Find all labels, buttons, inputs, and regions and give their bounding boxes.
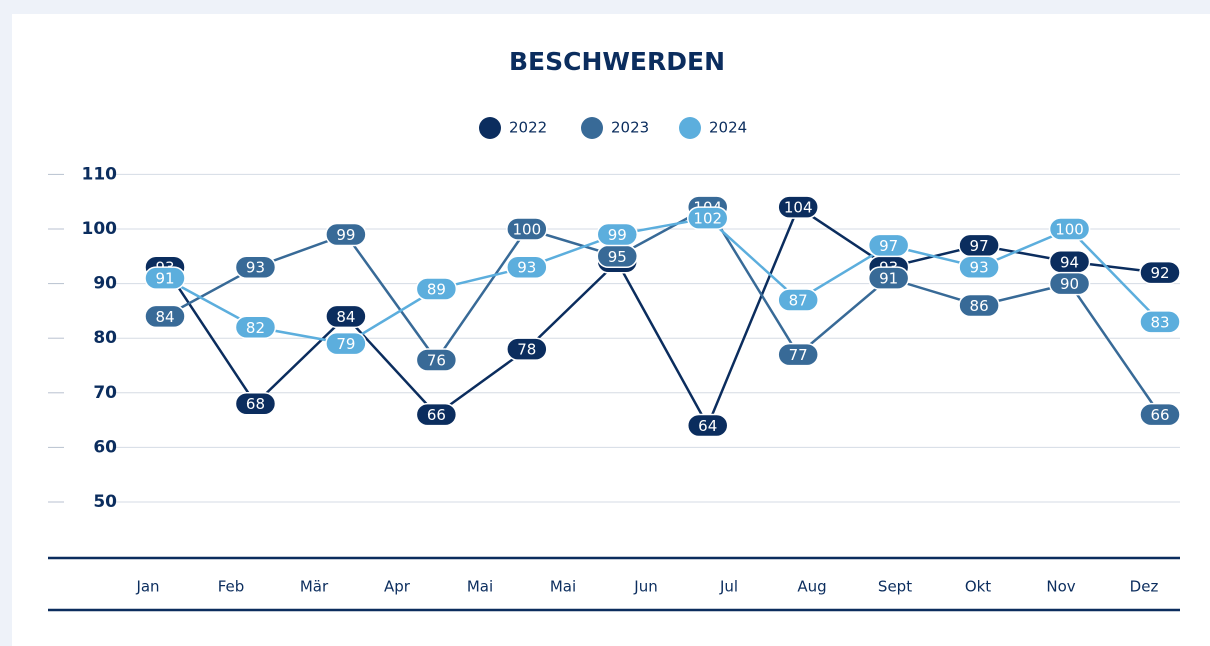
legend-label: 2023 (611, 119, 649, 137)
legend-label: 2024 (709, 119, 747, 137)
x-tick-label: Jan (135, 578, 159, 596)
data-point (234, 315, 277, 340)
legend-marker (581, 117, 603, 139)
data-label: 90 (1060, 275, 1079, 293)
data-point (234, 391, 277, 416)
data-label: 91 (155, 270, 174, 288)
y-tick-label: 110 (82, 164, 118, 184)
chart-title: BESCHWERDEN (509, 47, 725, 76)
data-point (415, 348, 458, 372)
x-tick-label: Okt (965, 578, 991, 596)
data-label: 97 (879, 237, 898, 255)
data-point (777, 195, 819, 219)
data-point (506, 217, 548, 241)
data-point (867, 233, 910, 258)
data-label: 92 (1150, 264, 1169, 282)
data-label: 84 (155, 308, 174, 326)
data-label: 93 (970, 259, 989, 277)
data-label: 87 (789, 291, 808, 309)
data-label: 84 (336, 308, 355, 326)
data-label: 104 (784, 199, 813, 217)
data-label: 94 (1060, 253, 1079, 271)
data-label: 79 (336, 335, 355, 353)
x-tick-label: Mai (467, 578, 493, 596)
data-point (686, 206, 729, 230)
data-point (777, 342, 819, 367)
y-tick-label: 90 (93, 274, 117, 294)
data-point (1139, 402, 1181, 427)
data-label: 102 (693, 210, 722, 228)
x-tick-label: Nov (1046, 578, 1075, 596)
data-label: 89 (427, 281, 446, 299)
data-label: 66 (427, 406, 446, 424)
data-point (234, 255, 277, 279)
data-label: 78 (517, 341, 536, 359)
y-tick-label: 50 (93, 492, 117, 512)
x-tick-label: Dez (1130, 578, 1159, 596)
data-label: 100 (512, 221, 541, 239)
data-label: 77 (789, 346, 808, 364)
data-point (686, 413, 729, 438)
legend-marker (479, 117, 501, 139)
data-label: 66 (1150, 406, 1169, 424)
data-point (325, 331, 367, 356)
y-tick-label: 80 (93, 328, 117, 348)
data-label: 86 (970, 297, 989, 315)
data-point (144, 266, 186, 290)
data-label: 93 (246, 259, 265, 277)
legend-label: 2022 (509, 119, 547, 137)
data-point (777, 288, 819, 312)
data-point (1048, 271, 1091, 296)
y-tick-label: 60 (93, 437, 117, 457)
data-point (1048, 217, 1091, 241)
x-tick-label: Jun (633, 578, 657, 596)
data-label: 91 (879, 270, 898, 288)
data-point (506, 255, 548, 279)
data-label: 68 (246, 395, 265, 413)
data-point (144, 304, 186, 329)
x-tick-label: Mär (300, 578, 329, 596)
data-point (867, 266, 910, 290)
data-point (1139, 310, 1181, 334)
x-tick-label: Feb (218, 578, 245, 596)
y-tick-label: 100 (82, 219, 118, 239)
x-tick-label: Sept (878, 578, 912, 596)
data-label: 97 (970, 237, 989, 255)
data-point (325, 304, 367, 329)
data-label: 99 (336, 226, 355, 244)
data-point (415, 277, 458, 301)
data-label: 82 (246, 319, 265, 337)
data-label: 64 (698, 417, 717, 435)
x-tick-label: Aug (797, 578, 826, 596)
x-tick-label: Mai (550, 578, 576, 596)
data-label: 100 (1055, 221, 1084, 239)
data-label: 93 (517, 259, 536, 277)
data-point (958, 293, 1000, 318)
card (12, 14, 1210, 646)
data-point (506, 337, 548, 361)
x-tick-label: Jul (719, 578, 738, 596)
data-label: 83 (1150, 313, 1169, 331)
x-tick-label: Apr (384, 578, 411, 596)
data-point (325, 222, 367, 247)
data-point (596, 222, 639, 247)
data-label: 76 (427, 352, 446, 370)
legend-marker (679, 117, 701, 139)
data-point (958, 255, 1000, 279)
data-point (415, 402, 458, 427)
data-label: 99 (608, 226, 627, 244)
data-point (1139, 260, 1181, 285)
y-tick-label: 70 (93, 383, 117, 403)
data-label: 95 (608, 248, 627, 266)
